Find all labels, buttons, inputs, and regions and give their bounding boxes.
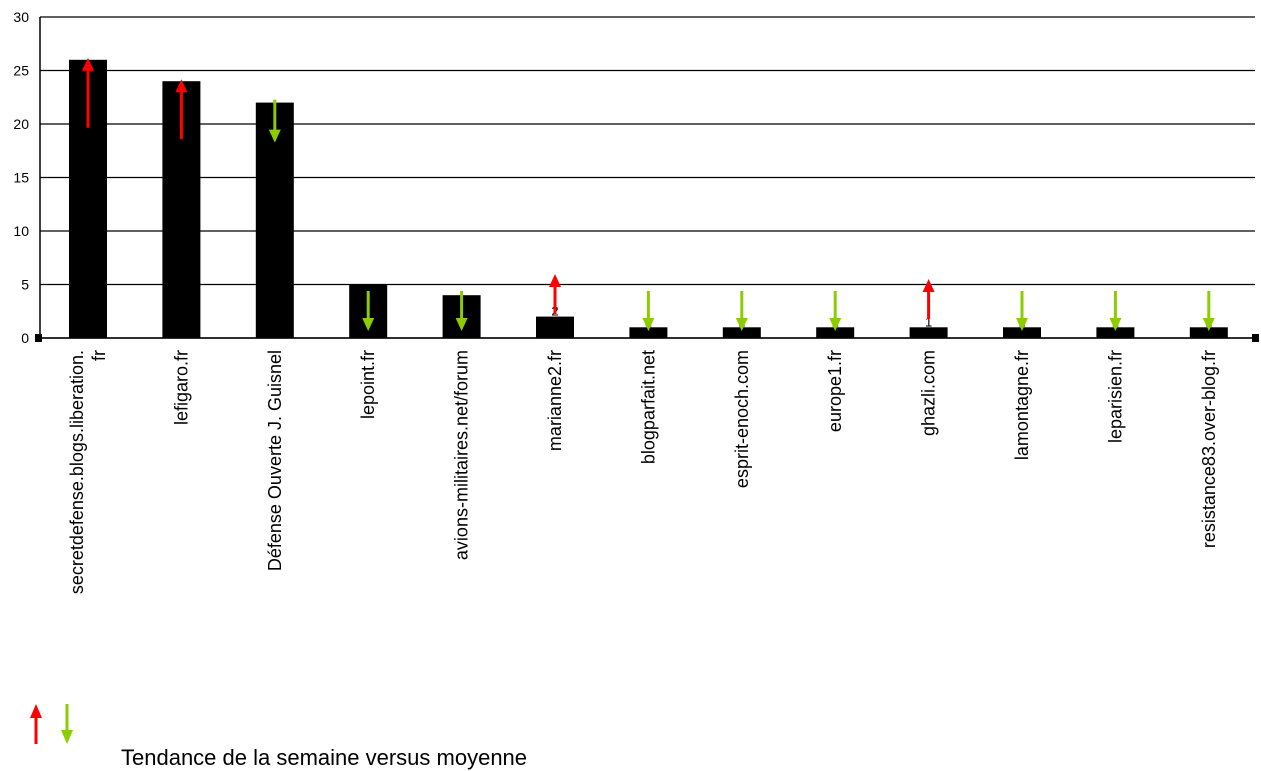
trend-up-arrow-icon: [82, 57, 94, 128]
bar: [722, 327, 761, 338]
bar: [1096, 327, 1135, 338]
trend-arrows: [82, 57, 1215, 331]
category-labels: secretdefense.blogs.liberation. fr lefigar…: [67, 350, 1219, 594]
category-label-line: fr: [89, 350, 109, 361]
category-label-line: ghazli.com: [919, 350, 939, 436]
category-label: lefigaro.fr: [171, 350, 191, 425]
bar: [536, 316, 574, 338]
x-axis-end-marker: [1252, 334, 1259, 342]
trend-down-arrow-icon: [642, 291, 655, 331]
y-tick-label: 30: [13, 9, 29, 25]
legend-text: Tendance de la semaine versus moyenne: [121, 745, 527, 770]
data-label: 1: [925, 314, 932, 329]
category-label: avions-militaires.net/forum: [452, 350, 472, 560]
category-label-line: blogparfait.net: [638, 350, 658, 464]
trend-down-arrow-icon: [829, 291, 842, 331]
trend-up-arrow-icon: [175, 79, 188, 140]
category-label: secretdefense.blogs.liberation. fr: [67, 350, 109, 594]
bar: [816, 327, 855, 338]
gridlines: [40, 16, 1255, 339]
trend-down-arrow-icon: [1109, 291, 1122, 331]
category-label: Défense Ouverte J. Guisnel: [265, 350, 285, 571]
y-tick-label: 5: [21, 277, 29, 293]
y-tick-label: 15: [13, 170, 29, 186]
x-axis-start-marker: [35, 334, 42, 342]
category-label: ghazli.com: [919, 350, 939, 436]
bar: [1003, 327, 1041, 338]
category-label-line: marianne2.fr: [545, 350, 565, 451]
category-label: resistance83.over-blog.fr: [1199, 350, 1219, 548]
trend-down-arrow-icon: [268, 99, 281, 143]
category-label-line: lepoint.fr: [358, 350, 378, 419]
category-label: blogparfait.net: [638, 350, 658, 464]
trend-down-arrow-icon: [1202, 291, 1215, 331]
category-label: lamontagne.fr: [1012, 350, 1032, 460]
trend-up-arrow-icon: [549, 274, 561, 314]
category-label-line: resistance83.over-blog.fr: [1199, 350, 1219, 548]
category-label: lepoint.fr: [358, 350, 378, 419]
category-label-line: secretdefense.blogs.liberation.: [67, 350, 87, 594]
category-label: marianne2.fr: [545, 350, 565, 451]
bar: [909, 327, 948, 338]
category-label: esprit-enoch.com: [732, 350, 752, 488]
category-label-line: Défense Ouverte J. Guisnel: [265, 350, 285, 571]
y-tick-label: 10: [13, 223, 29, 239]
trend-down-arrow-icon: [455, 291, 468, 331]
legend-down-arrow-icon: [61, 704, 73, 744]
legend: Tendance de la semaine versus moyenne: [30, 704, 527, 770]
category-label-line: lamontagne.fr: [1012, 350, 1032, 460]
category-label-line: leparisien.fr: [1105, 350, 1125, 443]
trend-down-arrow-icon: [362, 291, 375, 331]
trend-down-arrow-icon: [1016, 291, 1028, 331]
category-label-line: europe1.fr: [825, 350, 845, 432]
legend-up-arrow-icon: [30, 704, 42, 744]
y-tick-label: 25: [13, 63, 29, 79]
category-label-line: avions-militaires.net/forum: [452, 350, 472, 560]
y-tick-label: 0: [21, 330, 29, 346]
category-label: europe1.fr: [825, 350, 845, 432]
trend-down-arrow-icon: [735, 291, 748, 331]
category-label-line: esprit-enoch.com: [732, 350, 752, 488]
category-label-line: lefigaro.fr: [171, 350, 191, 425]
bar: [1189, 327, 1228, 338]
category-label: leparisien.fr: [1105, 350, 1125, 443]
y-tick-label: 20: [13, 116, 29, 132]
trend-up-arrow-icon: [922, 279, 935, 319]
bar: [629, 327, 668, 338]
